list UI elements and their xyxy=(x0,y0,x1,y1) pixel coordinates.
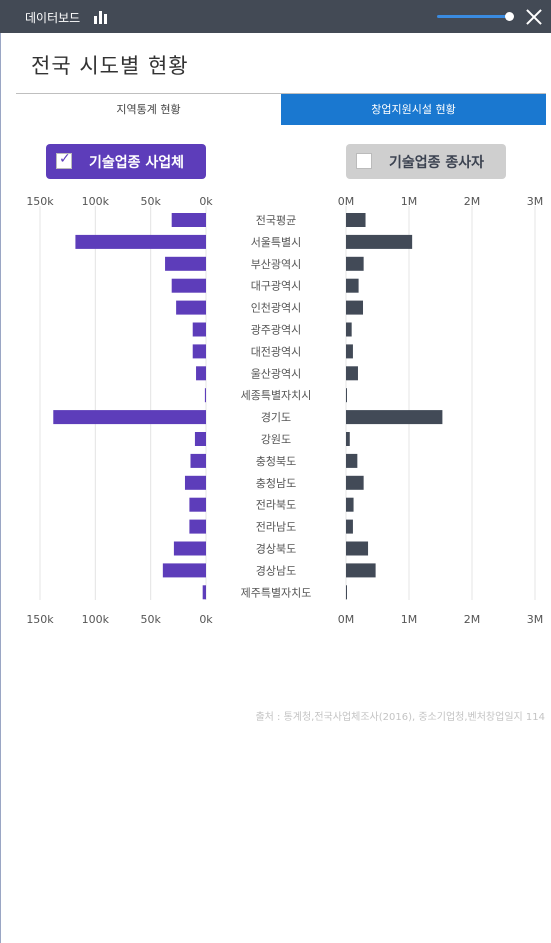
checkbox[interactable]: ✓ xyxy=(56,151,72,169)
zoom-slider-handle[interactable] xyxy=(505,12,514,21)
business-bar xyxy=(189,497,206,512)
category-label: 전라남도 xyxy=(256,521,296,534)
worker-bar xyxy=(346,213,366,227)
bar-chart-icon xyxy=(94,10,108,24)
worker-bar xyxy=(346,410,443,425)
tab-startup-facilities[interactable]: 창업지원시설 현황 xyxy=(281,94,546,125)
business-bar xyxy=(204,388,206,403)
source-note: 출처 : 통계청,전국사업체조사(2016), 중소기업청,벤처창업일지 114 xyxy=(255,712,545,723)
right-tick-label: 0M xyxy=(338,613,355,626)
business-bar xyxy=(171,278,206,293)
business-bar xyxy=(184,475,206,490)
business-bar xyxy=(165,256,206,271)
category-label: 충청북도 xyxy=(256,455,296,468)
worker-bar xyxy=(346,300,364,315)
business-bar xyxy=(162,563,206,578)
business-bar xyxy=(173,541,206,556)
right-tick-label: 2M xyxy=(464,613,481,626)
page-title: 전국 시도별 현황 xyxy=(31,54,189,78)
business-bar xyxy=(202,585,206,600)
category-label: 경기도 xyxy=(261,411,291,424)
left-tick-label: 0k xyxy=(199,613,213,626)
worker-bar xyxy=(346,541,369,556)
category-label: 부산광역시 xyxy=(251,258,302,271)
right-tick-label: 1M xyxy=(401,195,418,208)
business-bar xyxy=(171,213,206,227)
close-icon[interactable] xyxy=(525,8,543,26)
worker-bar xyxy=(346,278,359,293)
zoom-slider[interactable] xyxy=(437,12,517,21)
app-title: 데이터보드 xyxy=(25,11,81,25)
business-bar xyxy=(196,366,206,381)
left-tick-label: 150k xyxy=(26,195,54,208)
category-label: 전라북도 xyxy=(256,499,296,512)
business-bar xyxy=(194,432,206,446)
worker-bar xyxy=(346,563,376,578)
worker-bar xyxy=(346,322,352,337)
worker-bar xyxy=(346,234,413,249)
right-tick-label: 3M xyxy=(527,613,544,626)
category-label: 대전광역시 xyxy=(251,345,302,358)
checkmark-icon: ✓ xyxy=(59,151,71,167)
category-label: 인천광역시 xyxy=(251,301,302,315)
right-tick-label: 0M xyxy=(338,195,355,208)
worker-bar xyxy=(346,256,364,271)
worker-bar xyxy=(346,585,347,600)
toggle-business-count[interactable]: ✓ 기술업종 사업체 xyxy=(46,144,206,179)
category-label: 충청남도 xyxy=(256,477,296,490)
right-tick-label: 2M xyxy=(464,195,481,208)
worker-bar xyxy=(346,366,358,381)
category-label: 경상남도 xyxy=(256,564,296,577)
category-label: 울산광역시 xyxy=(251,367,302,380)
category-label: 서울특별시 xyxy=(251,236,302,249)
zoom-slider-track xyxy=(437,15,509,18)
left-tick-label: 50k xyxy=(140,195,161,208)
worker-bar xyxy=(346,344,353,359)
category-label: 대구광역시 xyxy=(251,280,302,293)
toggle-label: 기술업종 종사자 xyxy=(389,155,485,171)
business-bar xyxy=(192,322,206,337)
business-bar xyxy=(189,519,206,534)
category-label: 제주특별자치도 xyxy=(241,586,312,599)
left-tick-label: 50k xyxy=(140,613,161,626)
business-bar xyxy=(192,344,206,359)
top-bar: 데이터보드 xyxy=(0,0,551,33)
toggle-label: 기술업종 사업체 xyxy=(89,155,185,171)
butterfly-bar-chart: 150k 150k 100k 100k 50k 50k 0k 0k 0M 0M 1M 1M 2M 2M 3M… xyxy=(26,195,544,626)
worker-bar xyxy=(346,497,354,512)
category-label: 전국평균 xyxy=(256,214,296,227)
toggle-worker-count[interactable]: 기술업종 종사자 xyxy=(346,144,506,179)
left-tick-label: 150k xyxy=(26,613,54,626)
tab-bar: 지역통계 현황 창업지원시설 현황 xyxy=(16,93,546,125)
worker-bar xyxy=(346,453,358,468)
category-label: 광주광역시 xyxy=(251,324,302,337)
left-tick-label: 0k xyxy=(199,195,213,208)
worker-bar xyxy=(346,432,350,446)
worker-bar xyxy=(346,475,364,490)
business-bar xyxy=(176,300,206,315)
window-edge xyxy=(0,33,1,943)
worker-bar xyxy=(346,388,347,403)
category-label: 강원도 xyxy=(261,433,291,446)
checkbox[interactable] xyxy=(356,153,372,169)
category-label: 세종특별자치시 xyxy=(241,389,312,402)
business-bar xyxy=(190,453,206,468)
business-bar xyxy=(75,234,206,249)
left-tick-label: 100k xyxy=(82,613,110,626)
right-tick-label: 1M xyxy=(401,613,418,626)
tab-regional-stats[interactable]: 지역통계 현황 xyxy=(16,94,281,125)
worker-bar xyxy=(346,519,353,534)
category-label: 경상북도 xyxy=(256,543,296,556)
left-tick-label: 100k xyxy=(82,195,110,208)
right-tick-label: 3M xyxy=(527,195,544,208)
business-bar xyxy=(53,410,206,425)
